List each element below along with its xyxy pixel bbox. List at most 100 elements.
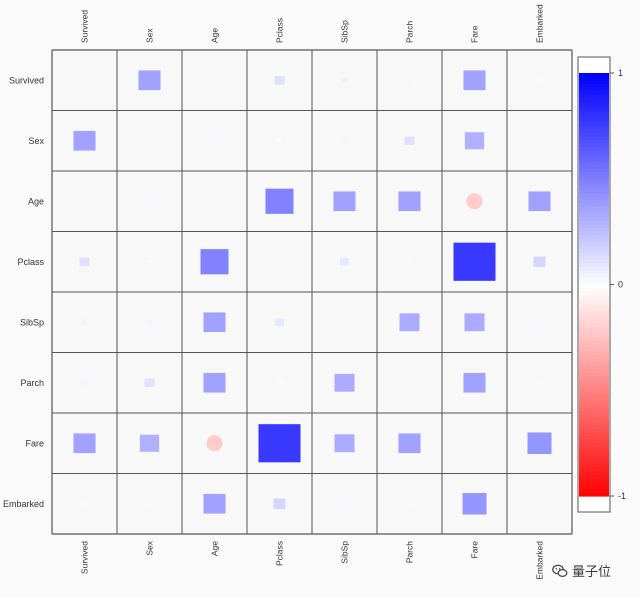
colorbar-step <box>579 333 609 338</box>
colorbar-step <box>579 421 609 427</box>
colorbar-step <box>579 397 609 402</box>
cell-square-survived-sex <box>138 70 161 91</box>
cell-square-sibsp-parch <box>399 313 420 332</box>
cell-square-survived-embarked <box>536 78 543 83</box>
colorbar-step <box>579 436 609 441</box>
cell-square-sex-sibsp <box>341 138 348 144</box>
colorbar-step <box>579 249 609 254</box>
colorbar-step <box>579 104 609 109</box>
colorbar-step <box>579 337 609 342</box>
cell-square-parch-age <box>203 372 226 393</box>
row-label-sibsp: SibSp <box>20 317 44 327</box>
column-label-bottom-survived: Survived <box>80 541 90 574</box>
colorbar-step <box>579 471 609 476</box>
colorbar-step <box>579 302 609 307</box>
colorbar-step <box>579 139 609 145</box>
colorbar-step <box>579 309 609 314</box>
colorbar-step <box>579 175 609 180</box>
colorbar-step <box>579 192 609 197</box>
colorbar-step <box>579 372 609 377</box>
cell-square-survived-parch <box>406 77 413 83</box>
colorbar-step <box>579 256 609 261</box>
colorbar-step <box>579 168 609 173</box>
colorbar-step <box>579 330 609 335</box>
cell-square-embarked-pclass <box>273 498 286 509</box>
colorbar-step <box>579 379 609 384</box>
colorbar-step <box>579 488 609 494</box>
colorbar-step <box>579 122 609 127</box>
cell-square-embarked-age <box>203 493 226 514</box>
colorbar-step <box>579 263 609 268</box>
colorbar-step <box>579 245 609 250</box>
column-label-bottom-fare: Fare <box>470 541 480 559</box>
colorbar-step <box>579 224 609 229</box>
row-label-fare: Fare <box>25 438 44 448</box>
cell-square-age-sex <box>146 199 153 204</box>
colorbar-step <box>579 203 609 208</box>
colorbar-step <box>579 443 609 448</box>
colorbar-step <box>579 125 609 130</box>
watermark-text: 量子位 <box>572 565 612 580</box>
colorbar-step <box>579 453 609 458</box>
colorbar-step <box>579 284 609 289</box>
cell-square-parch-sibsp <box>334 373 355 392</box>
column-label-top-sibsp: SibSp <box>340 20 350 43</box>
cell-circle-age-fare <box>466 193 483 210</box>
colorbar-step <box>579 238 609 243</box>
cell-square-sibsp-fare <box>464 313 485 332</box>
colorbar-step <box>579 136 609 141</box>
row-label-sex: Sex <box>28 136 44 146</box>
colorbar-step <box>579 492 609 497</box>
column-label-bottom-age: Age <box>210 541 220 556</box>
cell-square-parch-embarked <box>536 380 543 385</box>
cell-square-pclass-fare <box>453 242 496 281</box>
column-label-bottom-parch: Parch <box>405 541 415 563</box>
colorbar-step <box>579 252 609 257</box>
colorbar-step <box>579 199 609 205</box>
colorbar-step <box>579 182 609 187</box>
colorbar-step <box>579 344 609 349</box>
colorbar-step <box>579 111 609 116</box>
colorbar-step <box>579 101 609 106</box>
colorbar-step <box>579 90 609 95</box>
colorbar-step <box>579 386 609 391</box>
colorbar-step <box>579 235 609 240</box>
colorbar-step <box>579 439 609 444</box>
colorbar-step <box>579 108 609 113</box>
colorbar-step <box>579 298 609 303</box>
cell-square-parch-sex <box>144 378 155 388</box>
colorbar-step <box>579 196 609 201</box>
colorbar-step <box>579 319 609 324</box>
colorbar-step <box>579 129 609 134</box>
colorbar-step <box>579 358 609 363</box>
cell-square-sex-fare <box>464 132 485 150</box>
colorbar-tick-label: 1 <box>618 68 623 78</box>
colorbar-step <box>579 76 609 81</box>
colorbar-step <box>579 481 609 487</box>
cell-square-pclass-survived <box>79 257 90 267</box>
cell-square-sex-pclass <box>277 138 282 143</box>
cell-square-sibsp-pclass <box>275 318 284 326</box>
colorbar-step <box>579 407 609 412</box>
colorbar-step <box>579 118 609 123</box>
colorbar-step <box>579 450 609 455</box>
colorbar-step <box>579 132 609 138</box>
cell-square-age-parch <box>398 191 421 212</box>
cell-square-parch-fare <box>463 372 486 393</box>
colorbar-step <box>579 347 609 353</box>
colorbar-step <box>579 365 609 370</box>
colorbar-step <box>579 414 609 420</box>
cell-square-survived-pclass <box>274 75 285 85</box>
cell-square-embarked-parch <box>406 501 413 506</box>
column-label-bottom-sibsp: SibSp <box>340 541 350 564</box>
colorbar-step <box>579 429 609 434</box>
column-label-top-age: Age <box>210 28 220 43</box>
colorbar-step <box>579 270 609 275</box>
colorbar-step <box>579 393 609 398</box>
colorbar-step <box>579 485 609 490</box>
cell-square-fare-survived <box>73 433 96 454</box>
colorbar-step <box>579 376 609 381</box>
row-label-parch: Parch <box>20 378 44 388</box>
cell-square-age-embarked <box>528 191 551 212</box>
